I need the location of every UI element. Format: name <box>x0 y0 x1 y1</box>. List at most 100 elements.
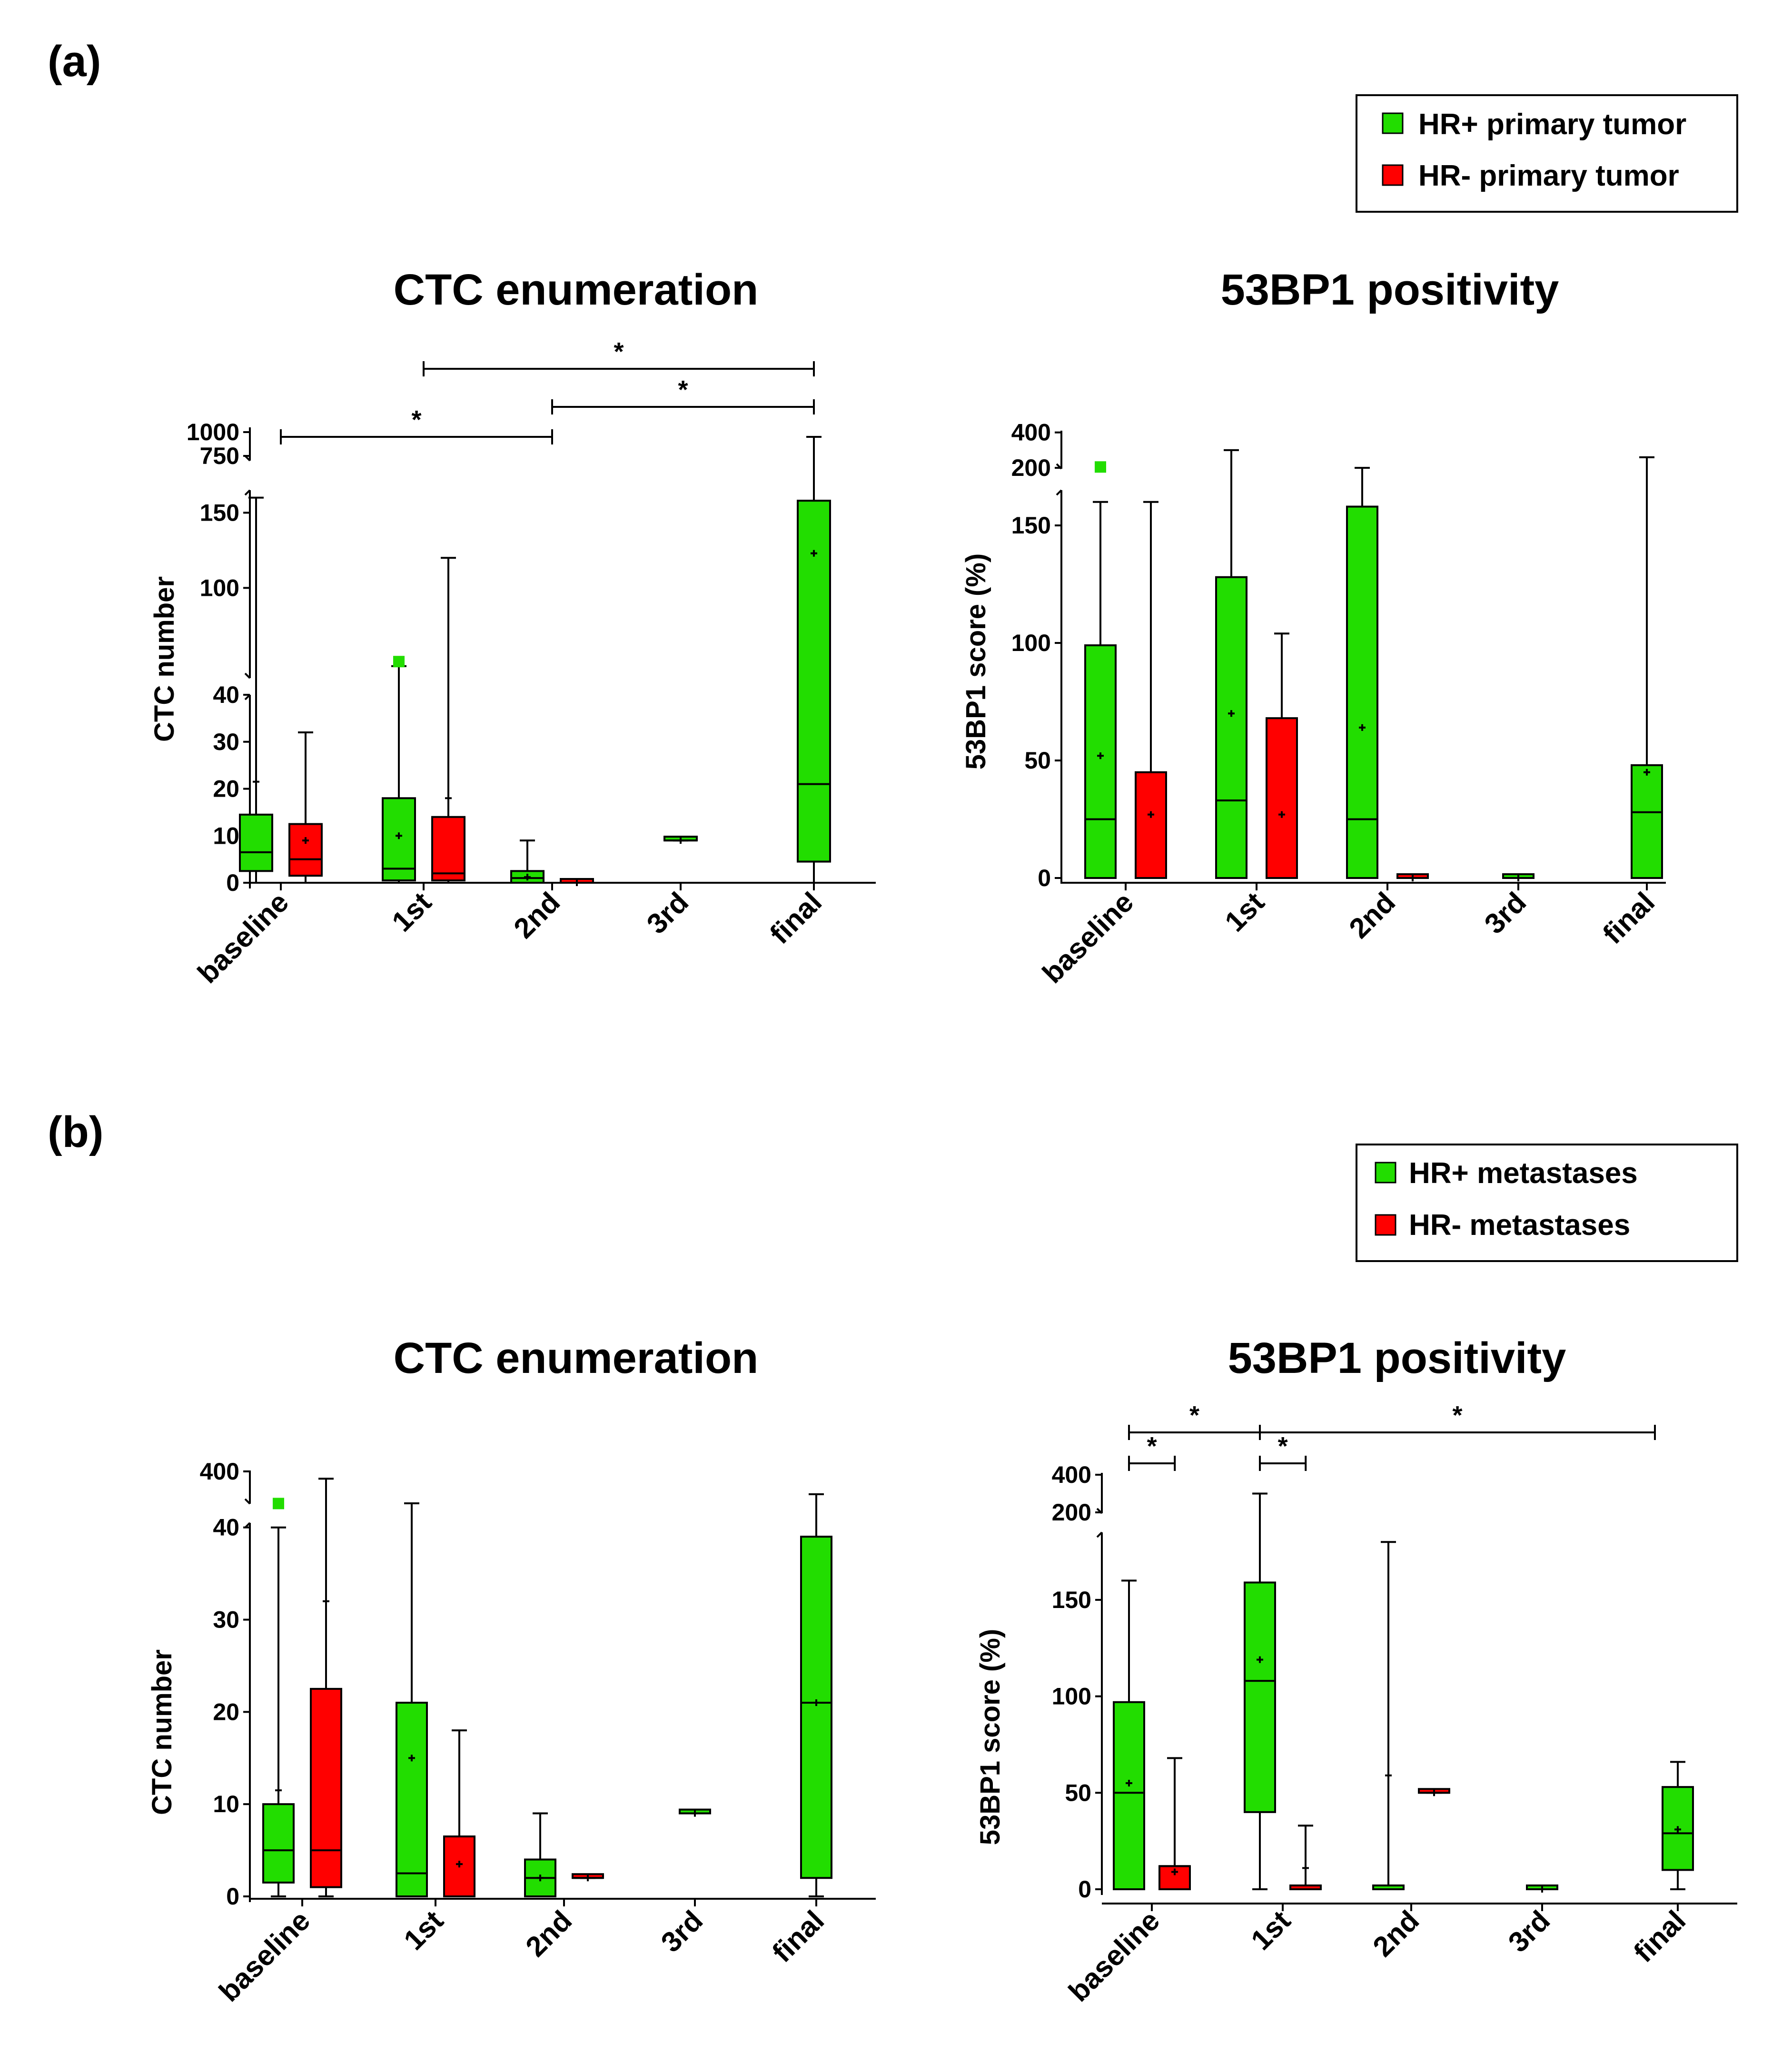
y-tick-label: 20 <box>213 1698 239 1725</box>
box-iqr <box>1084 644 1117 879</box>
y-axis-label: 53BP1 score (%) <box>960 553 991 770</box>
box-iqr <box>1346 505 1378 879</box>
x-category-label: 2nd <box>1343 886 1401 945</box>
significance-star: * <box>1278 1432 1288 1460</box>
box-pos-1st <box>1215 449 1247 879</box>
significance-star: * <box>678 375 688 404</box>
y-tick-label: 100 <box>200 574 239 601</box>
y-tick-label: 400 <box>200 1458 239 1485</box>
y-tick-label: 20 <box>213 776 239 802</box>
box-pos-1st <box>382 656 416 884</box>
y-tick-label: 200 <box>1011 454 1051 481</box>
box-iqr <box>1266 717 1298 879</box>
axis-break-mark <box>1056 489 1062 496</box>
x-category-label: final <box>766 1904 831 1969</box>
box-pos-1st <box>1244 1492 1276 1890</box>
legend-b-frame <box>1356 1144 1738 1262</box>
y-tick-label: 0 <box>226 1883 239 1910</box>
y-tick-label: 400 <box>1052 1461 1091 1488</box>
box-pos-3rd <box>679 1808 711 1817</box>
y-tick-label: 200 <box>1052 1499 1091 1526</box>
box-iqr <box>262 1803 295 1884</box>
x-category-label: baseline <box>1036 886 1139 989</box>
chart-a-ctc-enumeration: CTC enumeration CTC number 0 10 20 30 40 100 150… <box>149 266 876 989</box>
box-pos-final <box>1662 1761 1694 1890</box>
legend-b-label-neg: HR- metastases <box>1409 1209 1630 1242</box>
legend-a-swatch-pos <box>1382 112 1404 134</box>
y-tick-label: 150 <box>1011 512 1051 539</box>
chart-title: CTC enumeration <box>394 266 759 314</box>
x-category-label: baseline <box>213 1904 316 2008</box>
x-category-label: 1st <box>1245 1904 1297 1956</box>
legend-a: HR+ primary tumor HR- primary tumor <box>1356 94 1738 213</box>
significance-bracket: * <box>551 375 815 414</box>
box-iqr <box>1631 764 1663 879</box>
box-iqr <box>310 1687 342 1888</box>
box-pos-2nd <box>510 839 545 884</box>
significance-bracket: * <box>1128 1432 1176 1471</box>
panel-label-a: (a) <box>48 37 101 86</box>
legend-a-label-pos: HR+ primary tumor <box>1418 108 1686 141</box>
y-tick-label: 30 <box>213 729 239 755</box>
x-category-label: 3rd <box>641 886 694 940</box>
chart-title: CTC enumeration <box>394 1334 759 1382</box>
significance-star: * <box>614 337 624 366</box>
box-pos-final <box>1631 456 1663 879</box>
x-category-label: 1st <box>1218 886 1270 938</box>
box-neg-2nd <box>1418 1788 1450 1796</box>
x-category-label: final <box>1628 1904 1692 1969</box>
legend-a-label-neg: HR- primary tumor <box>1418 159 1679 192</box>
x-category-label: 1st <box>386 886 437 938</box>
box-pos-3rd <box>1502 873 1535 881</box>
box-iqr <box>396 1701 428 1897</box>
significance-bracket: * <box>423 337 815 376</box>
box-pos-baseline <box>1113 1579 1145 1891</box>
box-neg-baseline <box>1135 501 1167 879</box>
box-iqr <box>1135 771 1167 879</box>
y-tick-label: 30 <box>213 1607 239 1633</box>
y-tick-label: 0 <box>1078 1876 1091 1903</box>
x-category-label: final <box>1597 886 1661 950</box>
box-iqr <box>239 813 273 872</box>
outlier-point <box>273 1498 284 1510</box>
x-category-label: 3rd <box>1478 886 1532 940</box>
box-iqr <box>1113 1701 1145 1891</box>
chart-a-53bp1-positivity: 53BP1 positivity 53BP1 score (%) 0 50 100 150… <box>960 266 1666 989</box>
significance-star: * <box>1452 1401 1462 1430</box>
box-pos-baseline <box>262 1498 295 1897</box>
chart-title: 53BP1 positivity <box>1221 266 1559 314</box>
y-tick-label: 750 <box>200 443 239 469</box>
box-pos-3rd <box>1526 1884 1558 1893</box>
box-pos-baseline <box>239 496 273 884</box>
legend-b-swatch-neg <box>1375 1214 1396 1236</box>
outlier-point <box>1095 461 1106 473</box>
y-tick-label: 1000 <box>187 419 239 445</box>
y-tick-label: 400 <box>1011 419 1051 446</box>
x-category-label: 2nd <box>519 1904 578 1963</box>
box-iqr <box>1244 1581 1276 1813</box>
box-pos-2nd <box>524 1812 556 1898</box>
y-tick-label: 0 <box>1038 865 1051 891</box>
box-iqr <box>382 797 416 882</box>
box-iqr <box>1215 576 1247 879</box>
box-pos-final <box>797 436 831 884</box>
box-pos-2nd <box>1372 1541 1405 1890</box>
significance-bracket: * <box>1259 1401 1656 1440</box>
axis-break-mark <box>1096 1531 1103 1538</box>
box-pos-1st <box>396 1502 428 1897</box>
axis-break-mark <box>244 489 251 496</box>
y-tick-label: 100 <box>1052 1683 1091 1710</box>
y-axis-label: CTC number <box>147 1649 178 1815</box>
box-pos-final <box>800 1493 832 1897</box>
x-category-label: 2nd <box>1366 1904 1425 1963</box>
x-category-label: 3rd <box>1502 1904 1556 1958</box>
box-pos-baseline <box>1084 461 1117 879</box>
x-category-label: final <box>764 886 828 950</box>
chart-title: 53BP1 positivity <box>1228 1334 1566 1382</box>
box-iqr <box>797 500 831 863</box>
box-iqr <box>288 823 323 877</box>
x-category-label: 1st <box>397 1904 449 1956</box>
box-neg-1st <box>1289 1825 1322 1890</box>
box-neg-1st <box>443 1729 475 1898</box>
